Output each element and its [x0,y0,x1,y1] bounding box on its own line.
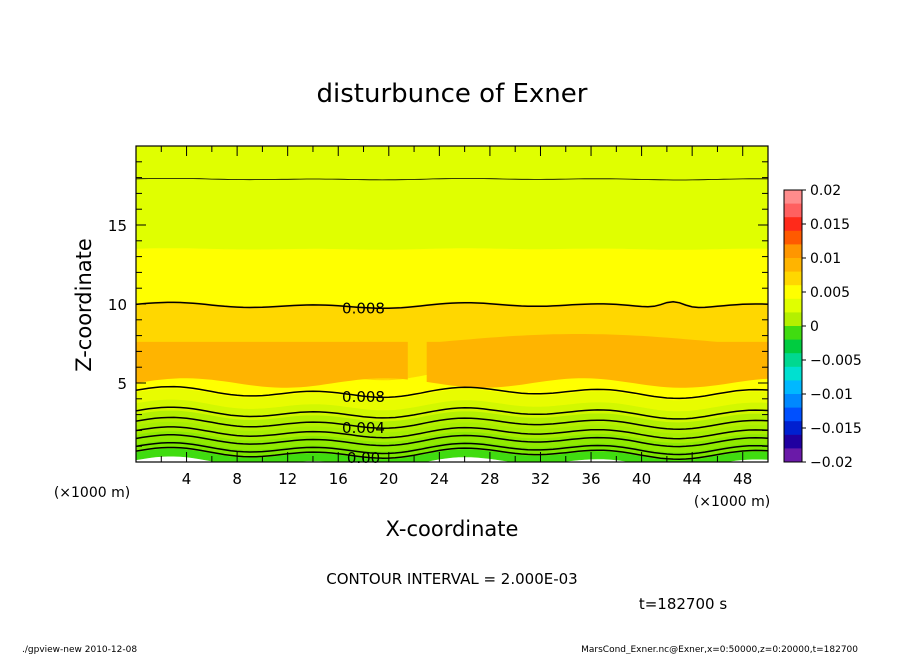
x-tick-label-20: 20 [379,470,398,488]
colorbar-tick-label-3: 0.005 [810,285,850,301]
x-tick-label-12: 12 [278,470,297,488]
colorbar-level-16 [784,407,802,422]
colorbar-level-11 [784,339,802,354]
colorbar-level-3 [784,230,802,245]
contour-line-7 [136,300,768,310]
contour-label-6: 0.008 [342,388,385,406]
colorbar-level-7 [784,285,802,300]
colorbar-level-5 [784,258,802,273]
plot-area [136,146,768,462]
x-tick-label-24: 24 [430,470,449,488]
x-tick-label-28: 28 [480,470,499,488]
x-axis-label: X-coordinate [386,517,519,541]
contour-line-5 [136,406,768,420]
x-tick-label-8: 8 [232,470,242,488]
colorbar-tick-label-8: −0.02 [810,455,853,471]
chart-title: disturbunce of Exner [317,79,588,109]
colorbar-level-12 [784,353,802,368]
colorbar-level-8 [784,298,802,313]
y-axis-label: Z-coordinate [72,238,96,372]
contour-label-4: 0.004 [342,419,385,437]
y-tick-labels: 5 10 15 [108,217,127,393]
x-tick-labels: 4 8 12 16 20 24 28 32 36 40 44 48 [182,470,752,488]
colorbar-level-13 [784,366,802,381]
contour-line-8 [136,178,768,181]
x-tick-label-40: 40 [632,470,651,488]
footer-right: MarsCond_Exner.nc@Exner,x=0:50000,z=0:20… [581,645,858,654]
colorbar-tick-label-0: 0.02 [810,183,841,199]
colorbar-level-2 [784,217,802,232]
colorbar-level-19 [784,448,802,463]
filled-band-9 [136,247,768,308]
contour-line-6 [136,385,768,400]
colorbar-level-9 [784,312,802,327]
contour-line-3 [136,426,768,440]
colorbar-level-18 [784,434,802,449]
x-tick-label-48: 48 [733,470,752,488]
x-tick-label-44: 44 [683,470,702,488]
filled-band-10 [136,146,768,250]
colorbar-tick-label-4: 0 [810,319,819,335]
footer-left: ./gpview-new 2010-12-08 [22,645,137,654]
x-unit-left: (×1000 m) [54,485,130,501]
y-tick-label-5: 5 [117,375,127,393]
colorbar-level-6 [784,271,802,286]
orange-region-right [426,334,768,388]
x-tick-label-4: 4 [182,470,192,488]
x-unit-right: (×1000 m) [694,494,770,510]
contour-line-0 [136,446,768,460]
contour-line-1 [136,441,768,456]
colorbar-level-0 [784,190,802,205]
colorbar-tick-labels: 0.02 0.015 0.01 0.005 0 −0.005 −0.01 −0.015 −0.0… [802,183,862,471]
contour-interval-text: CONTOUR INTERVAL = 2.000E-03 [326,570,577,588]
colorbar-tick-label-6: −0.01 [810,387,853,403]
orange-region [136,334,768,388]
contour-line-4 [136,416,768,430]
colorbar-tick-label-7: −0.015 [810,421,862,437]
axis-ticks [136,146,768,462]
y-tick-label-10: 10 [108,296,127,314]
contour-lines [136,178,768,460]
colorbar-level-1 [784,203,802,218]
y-tick-label-15: 15 [108,217,127,235]
colorbar-level-4 [784,244,802,259]
contour-label-7: 0.008 [342,300,385,318]
colorbar-level-17 [784,421,802,436]
colorbar-tick-label-2: 0.01 [810,251,841,267]
colorbar-level-10 [784,326,802,341]
colorbar-tick-label-1: 0.015 [810,217,850,233]
x-tick-label-16: 16 [329,470,348,488]
colorbar-tick-label-5: −0.005 [810,353,862,369]
time-text: t=182700 s [639,595,727,613]
colorbar [784,190,802,463]
colorbar-level-14 [784,380,802,395]
contour-line-2 [136,434,768,448]
orange-region-left [136,341,408,388]
colorbar-level-15 [784,394,802,409]
x-tick-label-32: 32 [531,470,550,488]
x-tick-label-36: 36 [581,470,600,488]
